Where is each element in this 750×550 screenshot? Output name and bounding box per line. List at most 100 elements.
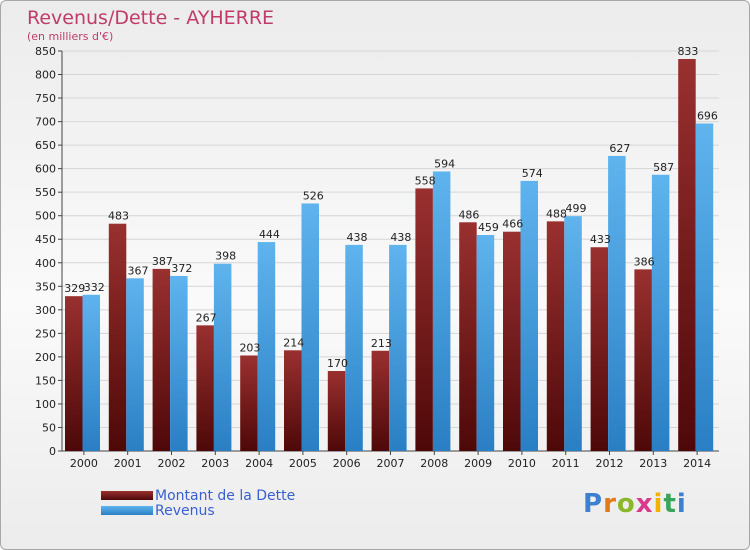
y-tick-label: 500 <box>35 210 56 223</box>
y-tick-label: 850 <box>35 45 56 58</box>
y-tick-label: 600 <box>35 163 56 176</box>
x-tick-label: 2006 <box>333 457 361 470</box>
data-label: 627 <box>609 142 630 155</box>
y-tick-label: 450 <box>35 233 56 246</box>
x-tick-label: 2005 <box>289 457 317 470</box>
x-tick-label: 2008 <box>420 457 448 470</box>
x-tick-label: 2000 <box>70 457 98 470</box>
revenus-bar <box>213 263 232 451</box>
data-label: 267 <box>196 311 217 324</box>
data-label: 444 <box>259 228 280 241</box>
debt-bar <box>327 371 346 451</box>
data-label: 398 <box>215 250 236 263</box>
x-tick-label: 2003 <box>201 457 229 470</box>
data-label: 526 <box>303 189 324 202</box>
x-tick-label: 2014 <box>683 457 711 470</box>
debt-bar <box>546 221 565 451</box>
revenus-bar <box>126 278 144 451</box>
legend: Montant de la Dette Revenus <box>101 487 296 519</box>
data-label: 433 <box>590 233 611 246</box>
revenus-bar <box>257 242 276 451</box>
revenus-bar <box>301 203 319 451</box>
debt-bar <box>240 355 258 451</box>
data-label: 558 <box>415 174 436 187</box>
x-tick-label: 2009 <box>464 457 492 470</box>
logo-letter: r <box>603 489 617 519</box>
debt-bar <box>503 231 521 451</box>
y-tick-label: 350 <box>35 280 56 293</box>
proxiti-logo: Proxiti <box>583 489 687 519</box>
x-tick-label: 2012 <box>596 457 624 470</box>
revenus-bar <box>520 180 538 451</box>
data-label: 213 <box>371 337 392 350</box>
revenus-bar <box>695 123 714 452</box>
revenus-bar <box>476 235 495 451</box>
data-label: 214 <box>283 336 304 349</box>
legend-label-debt: Montant de la Dette <box>155 487 296 504</box>
chart-subtitle: (en milliers d'€) <box>27 30 114 43</box>
debt-bar <box>371 350 390 451</box>
data-label: 574 <box>522 167 543 180</box>
y-tick-label: 650 <box>35 139 56 152</box>
revenus-bar <box>389 244 407 451</box>
legend-item-debt: Montant de la Dette <box>101 487 296 504</box>
y-tick-label: 700 <box>35 116 56 129</box>
y-tick-label: 750 <box>35 92 56 105</box>
debt-bar <box>678 59 696 451</box>
logo-letter: i <box>676 489 687 519</box>
y-tick-label: 300 <box>35 304 56 317</box>
debt-bar <box>415 188 433 452</box>
y-tick-label: 0 <box>49 445 56 458</box>
data-label: 329 <box>64 282 85 295</box>
bar-chart: 0 50 100 150 200 250 300 350 400 450 500 550 600 650 7… <box>35 45 719 470</box>
data-label: 332 <box>84 281 105 294</box>
data-label: 386 <box>634 255 655 268</box>
debt-bar <box>108 223 127 451</box>
revenus-bar <box>82 294 100 451</box>
y-tick-label: 100 <box>35 398 56 411</box>
data-label: 367 <box>128 264 149 277</box>
legend-item-revenus: Revenus <box>101 502 295 519</box>
data-label: 387 <box>152 255 173 268</box>
legend-label-revenus: Revenus <box>155 502 215 519</box>
legend-swatch-debt <box>101 491 153 500</box>
data-label: 459 <box>478 221 499 234</box>
chart-title: Revenus/Dette - AYHERRE <box>27 7 275 29</box>
revenus-bar <box>170 275 188 451</box>
data-label: 372 <box>171 262 192 275</box>
x-tick-label: 2011 <box>552 457 580 470</box>
data-label: 499 <box>566 202 587 215</box>
revenus-bar <box>608 155 626 452</box>
logo-letter: i <box>653 489 664 519</box>
x-tick-label: 2002 <box>158 457 186 470</box>
debt-bar <box>590 247 609 451</box>
logo-letter: o <box>616 489 636 519</box>
x-tick-label: 2010 <box>508 457 536 470</box>
data-label: 170 <box>327 357 348 370</box>
y-tick-label: 800 <box>35 69 56 82</box>
data-label: 696 <box>697 109 718 122</box>
debt-bar <box>152 268 171 451</box>
data-label: 203 <box>239 341 260 354</box>
x-tick-label: 2007 <box>377 457 405 470</box>
data-label: 466 <box>502 218 523 231</box>
legend-swatch-revenus <box>101 506 153 515</box>
data-label: 833 <box>677 45 698 58</box>
data-label: 594 <box>434 157 455 170</box>
data-label: 587 <box>653 161 674 174</box>
logo-letter: t <box>663 489 677 519</box>
debt-bar <box>65 296 83 451</box>
debt-bar <box>284 350 302 451</box>
logo-letter: P <box>583 489 604 519</box>
debt-bar <box>459 222 477 451</box>
debt-bar <box>196 325 214 451</box>
data-label: 486 <box>458 208 479 221</box>
revenus-bar <box>651 174 670 451</box>
revenus-bar <box>564 216 582 451</box>
x-tick-label: 2004 <box>245 457 273 470</box>
data-label: 438 <box>347 231 368 244</box>
logo-letter: x <box>635 489 654 519</box>
y-tick-label: 150 <box>35 374 56 387</box>
data-label: 483 <box>108 210 129 223</box>
